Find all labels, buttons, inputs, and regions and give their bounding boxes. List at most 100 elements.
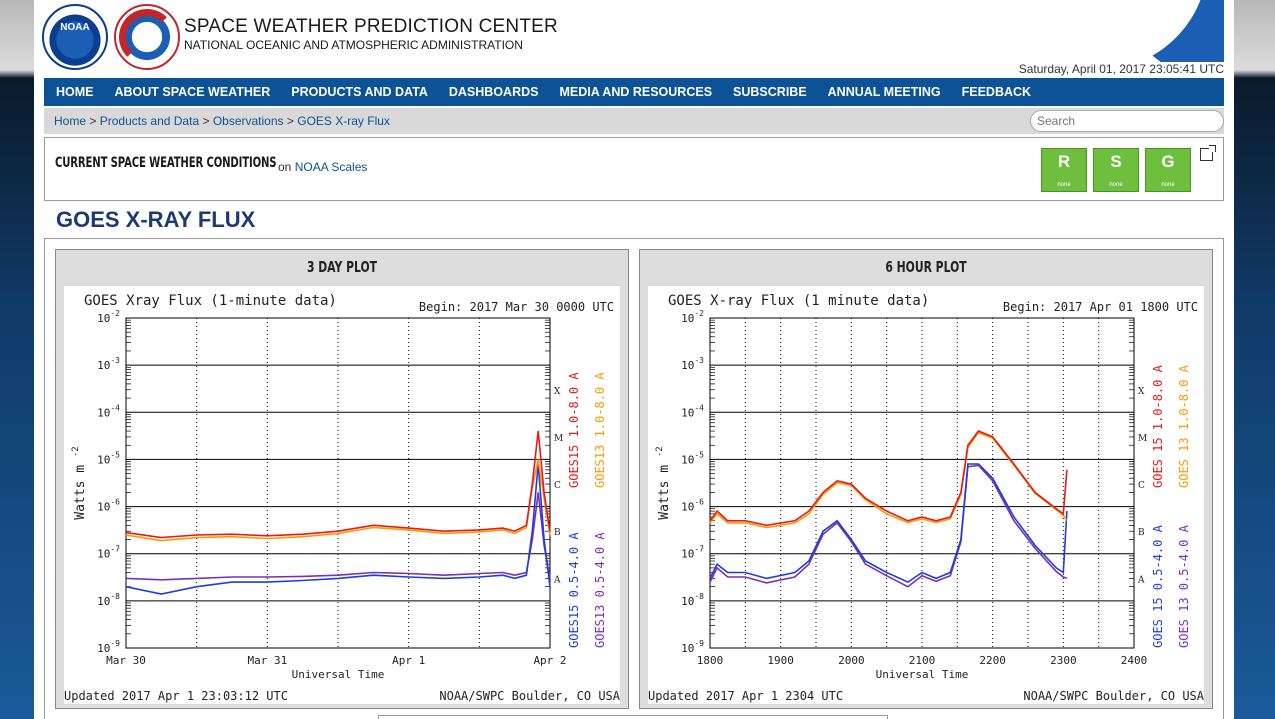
chart-title: GOES Xray Flux (1-minute data) xyxy=(84,293,337,309)
y-tick-label: 10-7 xyxy=(681,545,704,561)
x-tick-label: Apr 1 xyxy=(392,654,425,667)
chart-title: GOES X-ray Flux (1 minute data) xyxy=(668,293,929,309)
chart-begin-label: Begin: 2017 Apr 01 1800 UTC xyxy=(1003,300,1198,314)
breadcrumb-home[interactable]: Home xyxy=(54,114,87,128)
six-hour-xray-chart[interactable]: GOES X-ray Flux (1 minute data) Begin: 20… xyxy=(648,286,1204,704)
series-line xyxy=(709,463,1068,584)
flare-class-label: B xyxy=(554,528,561,538)
y-axis-label: Watts m -2 xyxy=(655,446,672,519)
y-tick-label: 10-5 xyxy=(681,450,704,466)
nav-home[interactable]: HOME xyxy=(56,85,94,99)
x-tick-label: Mar 31 xyxy=(247,654,287,667)
series-line xyxy=(709,464,1068,588)
nav-annual-meeting[interactable]: ANNUAL MEETING xyxy=(827,85,941,99)
scale-g-status: none xyxy=(1161,182,1175,188)
scale-r-badge[interactable]: R none xyxy=(1041,148,1087,192)
y-tick-label: 10-2 xyxy=(681,309,704,325)
chart-updated-label: Updated 2017 Apr 1 2304 UTC xyxy=(648,689,843,703)
flare-class-label: A xyxy=(1137,575,1145,585)
y-tick-label: 10-3 xyxy=(97,356,120,372)
scale-g-letter: G xyxy=(1161,152,1175,171)
legend-entry: GOES13 0.5-4.0 A xyxy=(593,532,607,648)
conditions-title: CURRENT SPACE WEATHER CONDITIONS xyxy=(55,155,277,171)
x-tick-label: 1800 xyxy=(697,654,724,667)
y-tick-label: 10-2 xyxy=(97,309,120,325)
page-container: NOAA SPACE WEATHER PREDICTION CENTER NAT… xyxy=(34,0,1234,719)
x-tick-label: 2100 xyxy=(909,654,936,667)
site-header: NOAA SPACE WEATHER PREDICTION CENTER NAT… xyxy=(34,0,1234,78)
y-tick-label: 10-4 xyxy=(97,403,120,419)
scale-s-badge[interactable]: S none xyxy=(1093,148,1139,192)
nav-dashboards[interactable]: DASHBOARDS xyxy=(448,85,539,99)
breadcrumb-separator: > xyxy=(89,114,97,128)
flare-class-label: X xyxy=(554,387,561,397)
legend-entry: GOES15 1.0-8.0 A xyxy=(567,372,581,488)
breadcrumb-bar: Home > Products and Data > Observations … xyxy=(44,108,1224,134)
nav-products-and-data[interactable]: PRODUCTS AND DATA xyxy=(291,85,428,99)
legend-entry: GOES13 1.0-8.0 A xyxy=(593,372,607,488)
legend-entry: GOES 13 1.0-8.0 A xyxy=(1177,364,1191,488)
six-hour-plot-panel: 6 HOUR PLOT GOES X-ray Flux (1 minute da… xyxy=(639,249,1213,709)
site-subtitle: NATIONAL OCEANIC AND ATMOSPHERIC ADMINIS… xyxy=(184,38,523,52)
conditions-on-word: on xyxy=(278,160,292,174)
flare-class-label: X xyxy=(1138,387,1145,397)
three-day-plot-panel: 3 DAY PLOT GOES Xray Flux (1-minute data… xyxy=(55,249,629,709)
search-input[interactable] xyxy=(1030,110,1224,132)
nav-feedback[interactable]: FEEDBACK xyxy=(961,85,1032,99)
series-line xyxy=(125,463,551,595)
page-title: GOES X-RAY FLUX xyxy=(56,207,256,232)
noaa-scales-link[interactable]: NOAA Scales xyxy=(294,160,368,174)
y-tick-label: 10-5 xyxy=(97,450,120,466)
y-tick-label: 10-9 xyxy=(97,639,120,655)
three-day-plot-title: 3 DAY PLOT xyxy=(306,258,378,276)
scale-r-letter: R xyxy=(1057,152,1071,171)
flare-class-label: B xyxy=(1138,528,1145,538)
plots-container: 3 DAY PLOT GOES Xray Flux (1-minute data… xyxy=(44,238,1224,719)
y-tick-label: 10-8 xyxy=(681,592,704,608)
chart-background xyxy=(648,286,1204,704)
legend-entry: GOES 15 0.5-4.0 A xyxy=(1151,524,1165,648)
breadcrumb-products-and-data[interactable]: Products and Data xyxy=(99,114,200,128)
six-hour-plot-title: 6 HOUR PLOT xyxy=(885,258,967,276)
nav-media-and-resources[interactable]: MEDIA AND RESOURCES xyxy=(559,85,713,99)
x-axis-label: Universal Time xyxy=(876,668,969,681)
breadcrumb-goes-xray-flux[interactable]: GOES X-ray Flux xyxy=(297,114,390,128)
legend-entry: GOES 15 1.0-8.0 A xyxy=(1151,364,1165,488)
y-tick-label: 10-7 xyxy=(97,545,120,561)
breadcrumb-observations[interactable]: Observations xyxy=(212,114,284,128)
three-day-xray-chart[interactable]: GOES Xray Flux (1-minute data) Begin: 201… xyxy=(64,286,620,704)
breadcrumb-separator: > xyxy=(286,114,294,128)
series-line xyxy=(125,459,551,542)
y-tick-label: 10-6 xyxy=(681,498,704,514)
x-tick-label: 1900 xyxy=(767,654,794,667)
legend-entry: GOES15 0.5-4.0 A xyxy=(567,532,581,648)
noaa-logo[interactable]: NOAA xyxy=(42,4,108,70)
flare-class-label: M xyxy=(1138,434,1147,444)
x-tick-label: 2200 xyxy=(979,654,1006,667)
nav-subscribe[interactable]: SUBSCRIBE xyxy=(733,85,807,99)
conditions-on-text: on NOAA Scales xyxy=(278,160,367,174)
flare-class-label: C xyxy=(554,481,561,491)
chart-credit-label: NOAA/SWPC Boulder, CO USA xyxy=(439,689,620,703)
noaa-logo-text: NOAA xyxy=(60,22,90,33)
scale-s-letter: S xyxy=(1110,152,1122,171)
current-conditions-panel: CURRENT SPACE WEATHER CONDITIONS on NOAA… xyxy=(44,137,1224,201)
chart-begin-label: Begin: 2017 Mar 30 0000 UTC xyxy=(419,300,614,314)
nav-about-space-weather[interactable]: ABOUT SPACE WEATHER xyxy=(114,85,271,99)
nws-logo[interactable] xyxy=(114,4,180,70)
chart-credit-label: NOAA/SWPC Boulder, CO USA xyxy=(1023,689,1204,703)
series-line xyxy=(125,492,551,581)
scale-s-status: none xyxy=(1109,182,1123,188)
x-tick-label: 2300 xyxy=(1050,654,1077,667)
series-line xyxy=(125,430,551,539)
legend-entry: GOES 13 0.5-4.0 A xyxy=(1177,524,1191,648)
x-axis-label: Universal Time xyxy=(292,668,385,681)
site-title[interactable]: SPACE WEATHER PREDICTION CENTER xyxy=(184,16,558,37)
y-tick-label: 10-3 xyxy=(681,356,704,372)
scale-g-badge[interactable]: G none xyxy=(1145,148,1191,192)
current-datetime: Saturday, April 01, 2017 23:05:41 UTC xyxy=(1018,62,1224,76)
x-tick-label: Apr 2 xyxy=(533,654,566,667)
series-line xyxy=(709,430,1068,527)
nws-logo-ring xyxy=(119,9,175,65)
external-link-icon[interactable] xyxy=(1200,145,1216,161)
